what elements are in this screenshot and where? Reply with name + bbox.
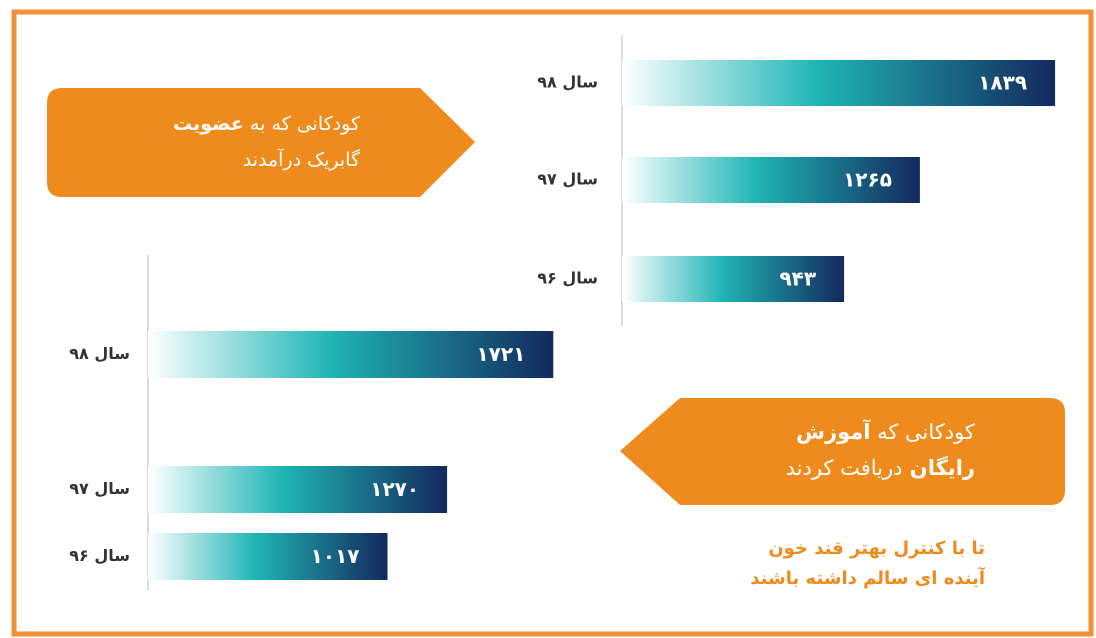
bar — [622, 256, 845, 302]
value-label: ۱۰۱۷ — [311, 544, 360, 568]
callout — [620, 398, 1065, 505]
callout-segment: عضویت — [173, 113, 244, 135]
bar — [622, 60, 1056, 106]
callout-segment: آموزش — [796, 419, 871, 444]
frame — [11, 9, 1094, 637]
value-label: ۱۲۷۰ — [370, 477, 419, 501]
category-label: سال ۹۸ — [69, 344, 130, 363]
callout-segment: رایگان — [902, 455, 975, 480]
category-label: سال ۹۷ — [69, 479, 130, 498]
category-label: سال ۹۷ — [537, 170, 598, 189]
value-label: ۱۸۳۹ — [978, 71, 1027, 95]
category-label: سال ۹۶ — [537, 269, 598, 288]
annotation: آینده ای سالم داشته باشند — [750, 566, 986, 589]
value-label: ۹۴۳ — [779, 267, 816, 291]
value-label: ۱۲۶۵ — [843, 168, 892, 192]
bar — [148, 331, 554, 378]
category-label: سال ۹۶ — [69, 546, 130, 565]
callout-text: رایگان دریافت کردند — [786, 455, 975, 480]
category-label: سال ۹۸ — [537, 73, 598, 92]
callout-text: کودکانی که به عضویت — [173, 113, 361, 135]
callout-segment: دریافت کردند — [786, 456, 903, 480]
callout-text: کودکانی که آموزش — [796, 419, 975, 444]
callout — [47, 88, 475, 197]
bar — [148, 533, 388, 580]
bar — [148, 466, 448, 513]
callout-segment: کودکانی که به — [244, 113, 361, 135]
callout-text: گابریک درآمدند — [243, 147, 361, 171]
callout-segment: گابریک درآمدند — [243, 147, 361, 171]
value-label: ۱۷۲۱ — [476, 342, 525, 366]
bar — [622, 157, 920, 203]
annotation: تا با کنترل بهتر قند خون — [768, 538, 985, 559]
callout-segment: کودکانی که — [870, 420, 975, 444]
